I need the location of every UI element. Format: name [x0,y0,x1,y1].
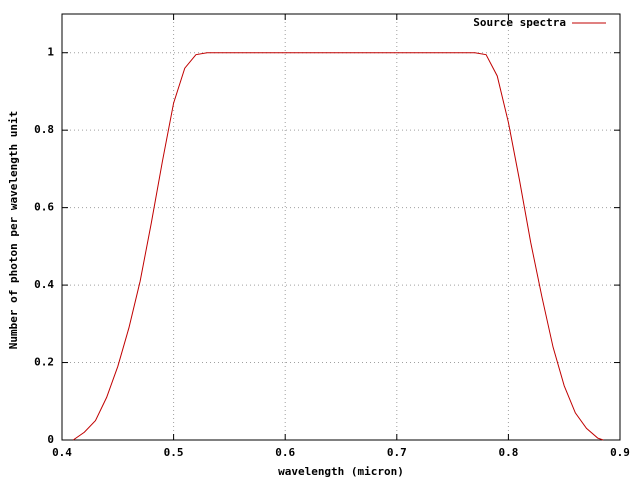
y-tick-label: 0.6 [34,201,54,214]
x-tick-label: 0.8 [498,446,518,459]
legend-label: Source spectra [473,16,566,29]
y-tick-label: 0 [47,433,54,446]
x-axis-label: wavelength (micron) [278,465,404,478]
x-tick-label: 0.7 [387,446,407,459]
plot-frame [61,13,621,441]
x-tick-label: 0.9 [610,446,630,459]
x-tick-label: 0.5 [164,446,184,459]
data-line [72,52,604,441]
x-tick-label: 0.6 [275,446,295,459]
x-tick-label: 0.4 [52,446,72,459]
y-tick-label: 0.4 [34,278,54,291]
y-tick-label: 1 [47,46,54,59]
y-axis-label: Number of photon per wavelength unit [7,111,20,349]
y-tick-label: 0.2 [34,356,54,369]
y-tick-label: 0.8 [34,123,54,136]
